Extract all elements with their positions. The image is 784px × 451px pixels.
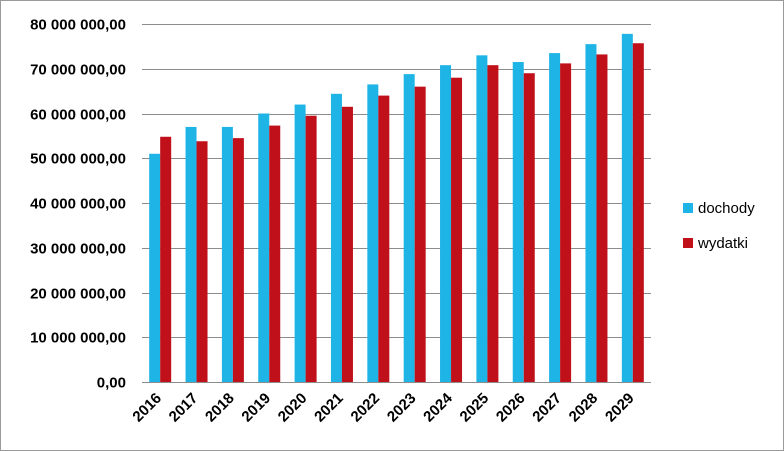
bar-wydatki-2024 bbox=[451, 77, 463, 382]
y-tick-label: 70 000 000,00 bbox=[30, 62, 126, 79]
y-tick-label: 60 000 000,00 bbox=[30, 107, 126, 124]
bar-dochody-2026 bbox=[512, 62, 524, 382]
bar-dochody-2023 bbox=[403, 74, 415, 383]
bar-wydatki-2025 bbox=[487, 65, 499, 383]
bar-dochody-2024 bbox=[440, 65, 452, 383]
bar-wydatki-2019 bbox=[269, 125, 281, 383]
gridlines bbox=[142, 24, 651, 338]
bar-dochody-2028 bbox=[585, 44, 597, 382]
legend-swatch-dochody bbox=[683, 203, 693, 213]
bar-dochody-2029 bbox=[621, 33, 633, 382]
y-tick-label: 50 000 000,00 bbox=[30, 151, 126, 168]
bar-wydatki-2021 bbox=[341, 106, 353, 382]
x-tick-label: 2016 bbox=[129, 390, 165, 426]
x-tick-label: 2021 bbox=[311, 390, 347, 426]
legend-label-dochody: dochody bbox=[698, 200, 755, 217]
bar-wydatki-2022 bbox=[378, 95, 390, 382]
y-tick-label: 0,00 bbox=[97, 375, 126, 392]
legend-swatch-wydatki bbox=[683, 238, 693, 248]
legend: dochody wydatki bbox=[683, 200, 755, 252]
x-tick-label: 2018 bbox=[202, 390, 238, 426]
y-tick-label: 10 000 000,00 bbox=[30, 330, 126, 347]
bar-dochody-2018 bbox=[221, 126, 233, 382]
x-tick-label: 2026 bbox=[493, 390, 529, 426]
y-tick-label: 80 000 000,00 bbox=[30, 17, 126, 34]
y-axis-tick-labels: 0,00 10 000 000,00 20 000 000,00 30 000 000… bbox=[30, 17, 126, 392]
bar-dochody-2021 bbox=[330, 93, 342, 382]
x-axis-tick-labels: 2016 2017 2018 2019 2020 2021 2022 2023 2024 2025… bbox=[129, 389, 637, 425]
x-tick-label: 2023 bbox=[384, 390, 420, 426]
bar-dochody-2027 bbox=[549, 53, 561, 383]
bar-dochody-2020 bbox=[294, 104, 306, 383]
bar-wydatki-2026 bbox=[523, 73, 535, 382]
x-tick-label: 2028 bbox=[566, 390, 602, 426]
bar-wydatki-2023 bbox=[414, 86, 426, 383]
x-tick-label: 2027 bbox=[529, 390, 565, 426]
bars bbox=[149, 33, 644, 383]
legend-label-wydatki: wydatki bbox=[697, 235, 748, 252]
bar-wydatki-2028 bbox=[596, 54, 608, 383]
x-tick-label: 2017 bbox=[166, 390, 202, 426]
bar-wydatki-2027 bbox=[560, 63, 572, 382]
x-tick-label: 2019 bbox=[238, 390, 274, 426]
x-tick-label: 2024 bbox=[420, 389, 456, 425]
bar-dochody-2019 bbox=[258, 113, 270, 382]
x-tick-label: 2025 bbox=[457, 390, 493, 426]
bar-dochody-2017 bbox=[185, 126, 197, 382]
y-tick-label: 40 000 000,00 bbox=[30, 196, 126, 213]
x-tick-label: 2029 bbox=[602, 390, 638, 426]
bar-wydatki-2018 bbox=[232, 138, 244, 382]
bar-wydatki-2020 bbox=[305, 115, 317, 383]
y-tick-label: 20 000 000,00 bbox=[30, 286, 126, 303]
bar-dochody-2016 bbox=[149, 153, 161, 382]
bar-wydatki-2029 bbox=[632, 43, 644, 383]
x-tick-label: 2020 bbox=[275, 390, 311, 426]
x-tick-label: 2022 bbox=[348, 390, 384, 426]
bar-wydatki-2016 bbox=[160, 136, 172, 382]
y-tick-label: 30 000 000,00 bbox=[30, 241, 126, 258]
bar-dochody-2025 bbox=[476, 55, 488, 382]
bar-wydatki-2017 bbox=[196, 141, 208, 382]
bar-dochody-2022 bbox=[367, 84, 379, 382]
